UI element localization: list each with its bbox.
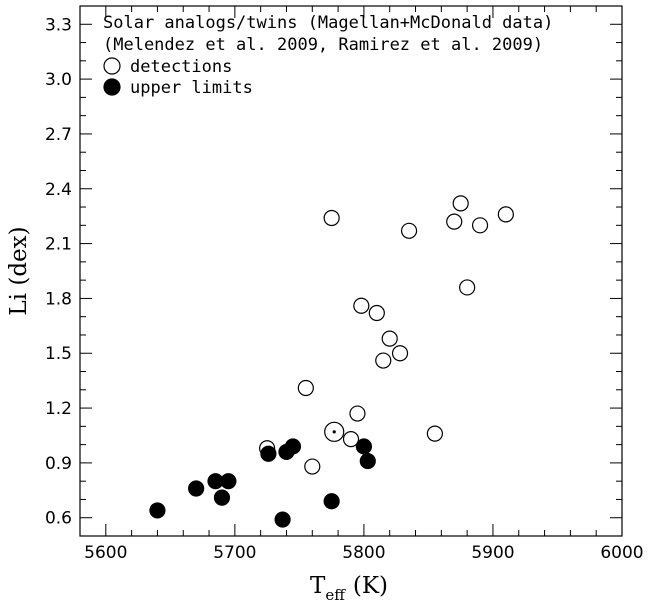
detection-point <box>426 425 443 442</box>
x-axis-title-symbol: T <box>310 573 326 599</box>
x-tick-label: 5800 <box>342 543 385 563</box>
upper-limit-point <box>188 480 205 497</box>
plot-frame <box>79 5 623 537</box>
sun-symbol-dot <box>332 430 336 434</box>
detection-point <box>452 195 469 212</box>
legend-label-detections: detections <box>130 57 232 77</box>
detection-point <box>471 217 489 234</box>
legend-filled-circle-marker <box>103 78 121 96</box>
detection-point <box>368 304 385 322</box>
y-tick-label: 1.8 <box>45 289 72 309</box>
y-tick-label: 0.9 <box>45 454 72 474</box>
y-tick-label: 1.5 <box>45 344 72 364</box>
detection-point <box>304 458 321 475</box>
upper-limit-point <box>323 493 340 510</box>
legend-open-circle-marker <box>103 57 121 75</box>
upper-limit-point <box>149 502 166 519</box>
y-tick-label: 3.3 <box>45 15 72 35</box>
y-tick-label: 2.4 <box>45 180 72 200</box>
x-tick-label: 5900 <box>471 543 514 563</box>
detection-point <box>297 379 314 397</box>
upper-limit-point <box>359 452 376 470</box>
y-tick-label: 2.7 <box>45 125 72 145</box>
detection-point <box>459 279 476 296</box>
y-tick-label: 2.1 <box>45 235 72 255</box>
x-axis-title: Teff (K) <box>310 573 388 604</box>
detection-point <box>342 431 360 448</box>
x-tick-label: 5600 <box>84 543 127 563</box>
data-points <box>149 195 514 528</box>
y-tick-label: 0.6 <box>45 509 72 529</box>
upper-limit-point <box>355 438 373 455</box>
legend-title-line-2: (Melendez et al. 2009, Ramirez et al. 20… <box>103 35 543 55</box>
detection-point <box>375 352 392 369</box>
detection-point <box>349 405 366 422</box>
y-axis-title: Li (dex) <box>6 226 32 315</box>
detection-point <box>391 345 409 362</box>
detection-point <box>497 206 514 223</box>
upper-limit-point <box>213 489 231 506</box>
detection-point <box>323 209 340 227</box>
upper-limit-point <box>220 473 237 490</box>
detection-point <box>381 330 398 347</box>
x-tick-label: 5700 <box>213 543 256 563</box>
legend-title-line-1: Solar analogs/twins (Magellan+McDonald d… <box>103 13 553 33</box>
detection-point <box>353 297 370 314</box>
detection-point <box>400 222 418 239</box>
x-axis-title-subscript: eff <box>325 586 346 604</box>
y-tick-label: 1.2 <box>45 399 72 419</box>
x-tick-label: 6000 <box>600 543 643 563</box>
y-axis-tick-labels: 0.6 0.9 1.2 1.5 1.8 2.1 2.4 2.7 3.0 3.3 <box>45 15 72 528</box>
upper-limit-point <box>260 445 277 462</box>
legend-label-upper-limits: upper limits <box>130 78 253 98</box>
upper-limit-point <box>274 511 291 528</box>
x-axis-tick-labels: 5600 5700 5800 5900 6000 <box>84 543 643 563</box>
y-axis-ticks <box>80 5 622 537</box>
detection-point <box>446 213 463 230</box>
x-axis-title-unit: (K) <box>353 573 388 599</box>
y-tick-label: 3.0 <box>45 70 72 90</box>
upper-limit-point <box>284 438 302 455</box>
